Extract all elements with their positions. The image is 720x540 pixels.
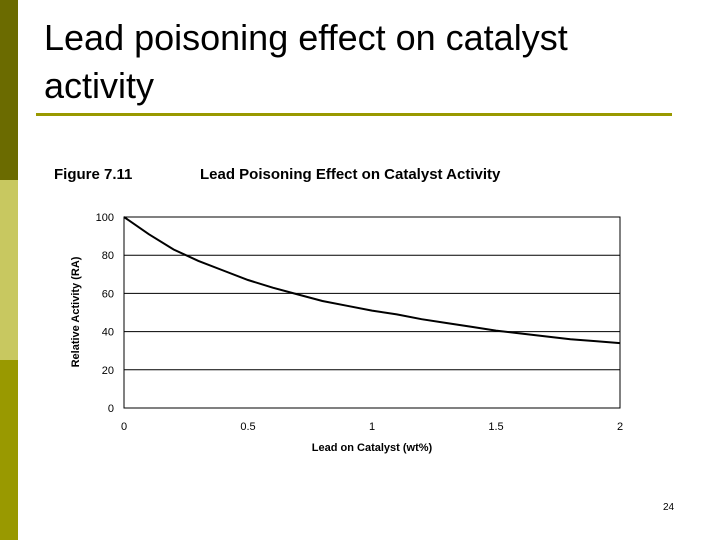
slide-title: Lead poisoning effect on catalyst activi… xyxy=(44,17,568,106)
activity-curve xyxy=(123,216,621,345)
y-tick-label: 80 xyxy=(102,250,114,262)
figure-number: Figure 7.11 xyxy=(54,166,133,183)
x-tick-label: 0 xyxy=(121,421,127,433)
title-underline xyxy=(36,113,672,116)
x-tick-label: 2 xyxy=(617,421,623,433)
figure-title: Lead Poisoning Effect on Catalyst Activi… xyxy=(200,166,501,183)
page-number: 24 xyxy=(663,502,675,513)
x-tick-label: 1.5 xyxy=(488,421,503,433)
y-axis-label: Relative Activity (RA) xyxy=(70,256,82,367)
y-tick-label: 60 xyxy=(102,288,114,300)
sidebar-accent-top xyxy=(0,0,18,180)
x-axis-label: Lead on Catalyst (wt%) xyxy=(312,442,433,454)
y-tick-label: 0 xyxy=(108,403,114,415)
y-tick-label: 40 xyxy=(102,327,114,339)
sidebar-accent-middle xyxy=(0,180,18,360)
x-tick-label: 1 xyxy=(369,421,375,433)
plot-frame xyxy=(123,216,621,409)
x-tick-label: 0.5 xyxy=(240,421,255,433)
sidebar-accent-bottom xyxy=(0,360,18,540)
y-tick-label: 100 xyxy=(96,212,114,224)
y-tick-label: 20 xyxy=(102,365,114,377)
